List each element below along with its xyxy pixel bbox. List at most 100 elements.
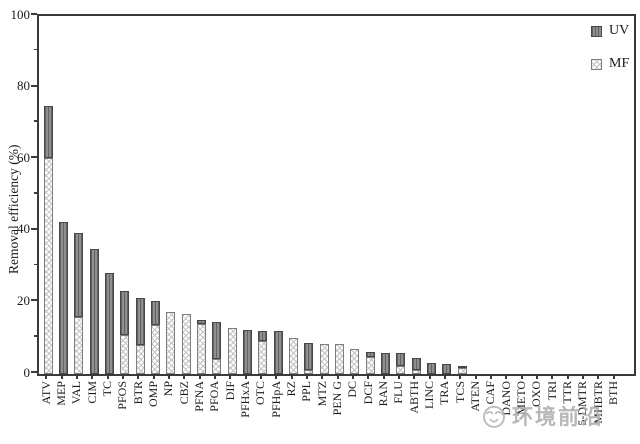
bar-OMP [151,16,161,374]
x-label-MTZ: MTZ [314,381,329,407]
uv-swatch-icon [591,25,602,37]
x-tick [397,374,400,379]
smiley-logo-icon [482,405,506,428]
y-tick-label: 40 [17,221,30,237]
bar-PFHxA-uv-segment [243,329,253,374]
x-label-PEN G: PEN G [330,381,345,416]
bar-PPL-uv-segment [304,342,314,370]
y-major-tick [31,371,37,373]
x-tick [259,374,262,379]
x-tick [45,374,48,379]
legend-label-uv: UV [609,23,630,38]
bar-DC [350,16,360,374]
bar-ABTH-mf-segment [411,370,421,374]
bar-TC-uv-segment [105,273,115,374]
x-label-CIM: CIM [84,381,99,404]
bar-DIF-mf-segment [227,328,237,374]
y-minor-tick [33,192,37,194]
bar-VAL [74,16,84,374]
bar-PFOS-uv-segment [120,290,130,335]
bar-CIM [89,16,99,374]
y-tick-label: 60 [17,149,30,165]
x-label-PFOA: PFOA [207,381,222,412]
mf-swatch-icon [591,58,602,70]
x-tick [75,374,78,379]
x-label-OTC: OTC [253,381,268,405]
bar-RAN [381,16,391,374]
y-major-tick [31,299,37,302]
y-minor-tick [33,263,37,266]
x-tick [581,374,584,379]
x-tick [137,374,140,379]
bar-RZ-mf-segment [289,338,299,374]
x-tick [367,374,370,379]
x-label-FLU: FLU [391,381,406,404]
x-tick [612,374,615,379]
bar-OMP-uv-segment [151,300,161,325]
bar-MTZ-mf-segment [319,343,329,374]
bar-PEN G-mf-segment [335,344,345,374]
y-minor-tick [33,48,37,51]
bar-CIM-uv-segment [89,248,99,374]
bar-OTC [258,16,268,374]
x-tick [275,374,278,379]
bar-ABTH-uv-segment [411,357,421,371]
legend-label-mf: MF [609,56,630,71]
x-tick [106,374,109,379]
bar-PFNA-mf-segment [197,323,207,374]
bar-PPL [304,16,314,374]
x-tick [443,374,446,379]
y-major-tick [31,84,37,87]
x-tick [244,374,247,379]
bar-ATV-mf-segment [43,158,53,374]
y-minor-tick [33,120,37,122]
x-tick [351,374,354,379]
x-tick [597,374,600,379]
x-label-OMP: OMP [146,381,161,408]
x-tick [91,374,94,379]
bar-TC [105,16,115,374]
x-tick [336,374,339,379]
bar-NP-mf-segment [166,312,176,374]
bar-MTZ [319,16,329,374]
legend: UV MF [591,22,629,88]
bar-MEP [59,16,69,374]
bar-FLU-uv-segment [396,352,406,367]
x-label-RZ: RZ [284,381,299,397]
bar-PFHpA-uv-segment [273,331,283,374]
x-tick [290,374,293,379]
x-label-LINC: LINC [422,381,437,409]
bar-LINC [427,16,437,374]
bar-ATV [43,16,53,374]
x-tick [428,374,431,379]
bar-DIF [227,16,237,374]
bar-OTC-mf-segment [258,341,268,374]
watermark: 环境前沿 [480,401,604,431]
x-tick [505,374,508,379]
bar-PFOA [212,16,222,374]
x-tick [413,374,416,379]
y-minor-tick [33,335,37,337]
x-label-TRA: TRA [437,381,452,405]
x-tick [459,374,462,379]
bar-PPL-mf-segment [304,369,314,374]
bar-PFNA [197,16,207,374]
x-tick [183,374,186,379]
x-tick [121,374,124,379]
x-tick [152,374,155,379]
x-label-ATV: ATV [38,381,53,405]
bar-DC-mf-segment [350,349,360,374]
bar-OTC-uv-segment [258,330,268,342]
watermark-text: 环境前沿 [512,405,604,429]
y-tick-label: 100 [10,6,31,22]
x-label-VAL: VAL [69,381,84,405]
bar-TRA-uv-segment [442,363,452,374]
x-label-NP: NP [161,381,176,397]
x-label-PFNA: PFNA [192,381,207,412]
x-tick [305,374,308,379]
bar-PFHpA [273,16,283,374]
bar-FLU [396,16,406,374]
bar-ABTH [411,16,421,374]
x-tick [489,374,492,379]
